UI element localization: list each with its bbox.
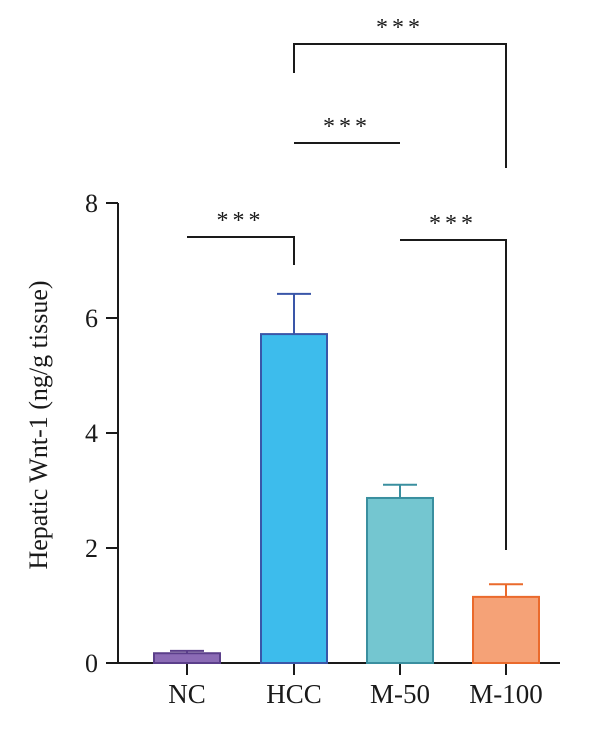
x-tick-label: HCC <box>266 679 322 709</box>
bar-hcc <box>260 333 328 664</box>
bar-m-50 <box>366 496 434 664</box>
x-tick-label: M-50 <box>370 679 430 709</box>
bar-nc <box>153 652 221 664</box>
y-tick-label: 4 <box>85 419 98 448</box>
significance-label: *** <box>376 15 424 41</box>
y-tick-label: 0 <box>85 649 98 678</box>
significance-label: *** <box>323 114 371 140</box>
significance-brackets: *** *** *** *** <box>187 15 507 550</box>
significance-bracket <box>187 236 295 265</box>
significance-label: *** <box>217 208 265 234</box>
significance-label: *** <box>429 211 477 237</box>
y-tick-label: 2 <box>85 534 98 563</box>
significance-bracket <box>400 239 507 550</box>
significance-bracket <box>293 43 507 168</box>
y-tick-label: 8 <box>85 189 98 218</box>
y-axis-title: Hepatic Wnt-1 (ng/g tissue) <box>24 280 53 569</box>
bars <box>153 292 540 664</box>
y-tick-label: 6 <box>85 304 98 333</box>
bar-m-100 <box>472 595 540 664</box>
axes: 0 2 4 6 8 NC HCC M-50 M-100 <box>85 189 560 709</box>
x-tick-label: NC <box>168 679 206 709</box>
x-tick-label: M-100 <box>469 679 543 709</box>
